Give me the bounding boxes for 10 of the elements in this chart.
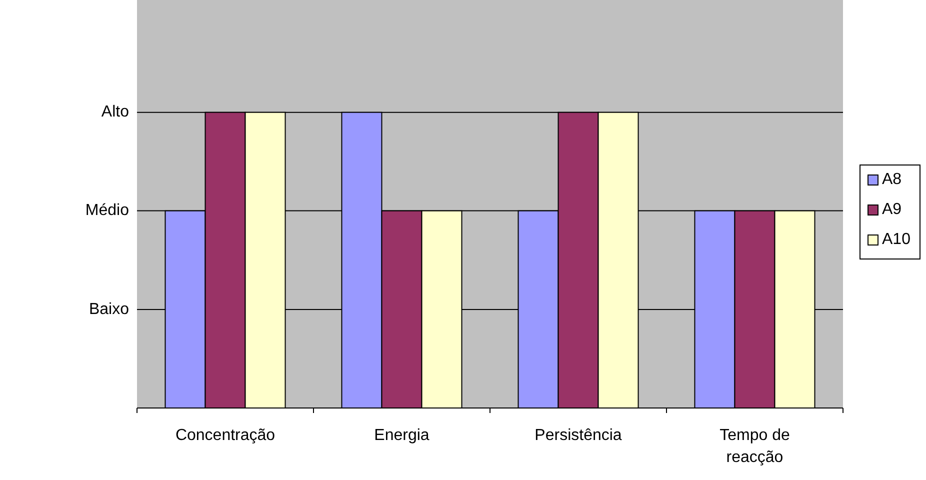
legend-label: A10 [882, 231, 911, 248]
legend-label: A9 [882, 201, 902, 218]
x-tick-label: Concentração [175, 427, 276, 444]
x-tick-label: Persistência [534, 427, 622, 444]
legend-label: A8 [882, 171, 902, 188]
ref-line-label: Médio [85, 202, 130, 220]
x-tick-label: Energia [374, 427, 430, 444]
ref-line-label: Alto [101, 104, 130, 121]
ref-line-label: Baixo [88, 300, 130, 318]
x-tick-label: Tempo de reacção [720, 427, 790, 466]
